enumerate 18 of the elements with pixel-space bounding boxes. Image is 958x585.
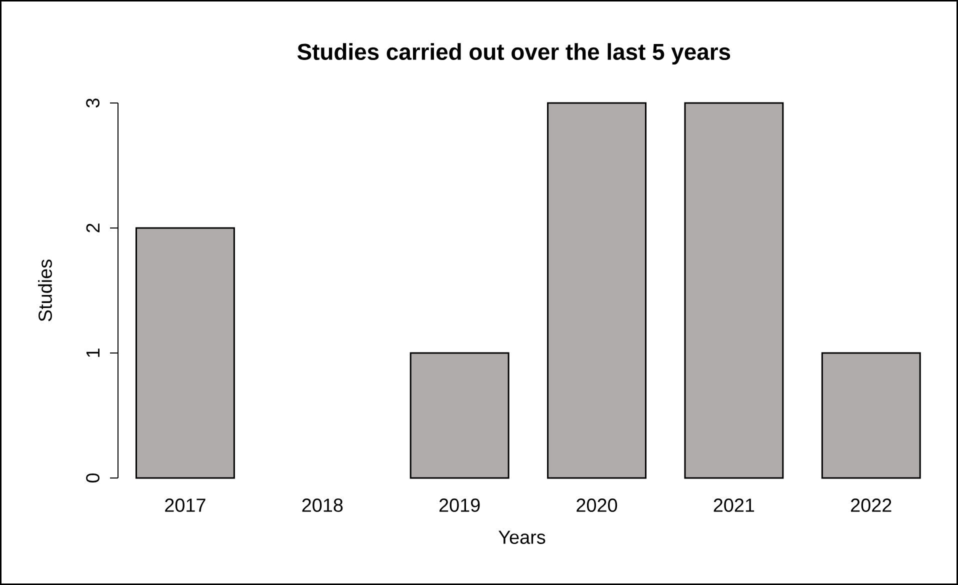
x-tick-label: 2022 bbox=[851, 498, 892, 512]
bar bbox=[821, 352, 921, 479]
bar bbox=[135, 227, 235, 479]
y-axis-title: Studies bbox=[38, 260, 52, 322]
x-axis-title: Years bbox=[498, 530, 546, 544]
x-tick-label: 2018 bbox=[302, 498, 343, 512]
y-tick-label: 3 bbox=[86, 98, 100, 108]
y-tick-label: 0 bbox=[86, 473, 100, 483]
x-tick-label: 2020 bbox=[576, 498, 618, 512]
bar bbox=[684, 102, 784, 479]
x-tick-label: 2017 bbox=[165, 498, 206, 512]
y-tick-label: 2 bbox=[86, 224, 100, 232]
x-tick-label: 2019 bbox=[439, 498, 480, 512]
x-tick-label: 2021 bbox=[714, 498, 754, 512]
chart-title: Studies carried out over the last 5 years bbox=[297, 43, 730, 65]
bar bbox=[547, 102, 646, 479]
bar bbox=[410, 352, 510, 479]
y-tick-label: 1 bbox=[86, 348, 100, 357]
